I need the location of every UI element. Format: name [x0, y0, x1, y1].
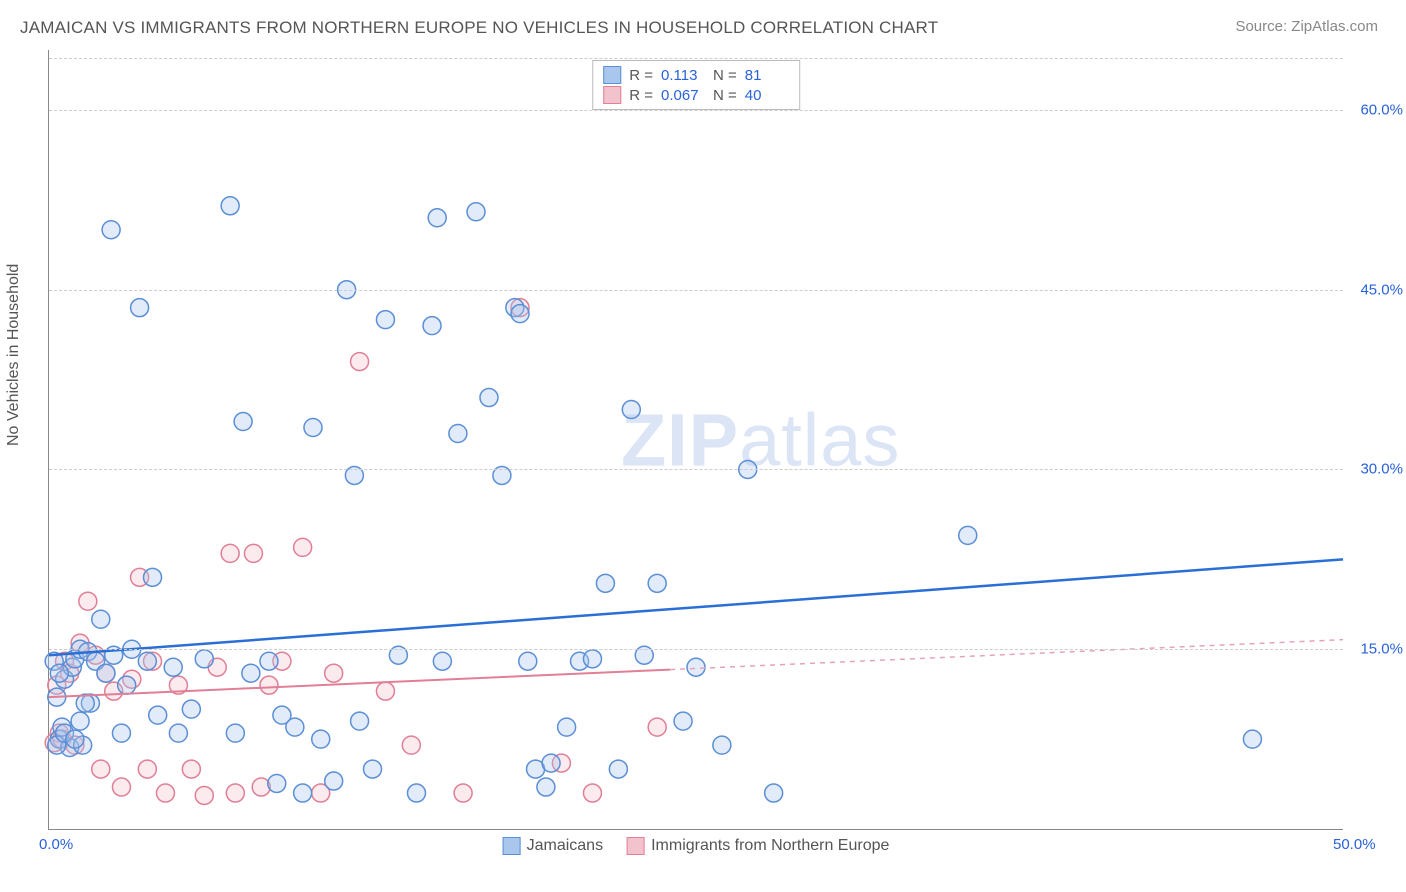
- data-point: [294, 538, 312, 556]
- data-point: [286, 718, 304, 736]
- data-point: [423, 317, 441, 335]
- y-tick-label: 60.0%: [1348, 101, 1403, 118]
- data-point: [260, 652, 278, 670]
- data-point: [182, 700, 200, 718]
- data-point: [118, 676, 136, 694]
- y-axis-label: No Vehicles in Household: [5, 264, 23, 446]
- data-point: [959, 526, 977, 544]
- data-point: [542, 754, 560, 772]
- legend-label-immigrants: Immigrants from Northern Europe: [651, 837, 889, 855]
- data-point: [156, 784, 174, 802]
- data-point: [79, 592, 97, 610]
- data-point: [221, 197, 239, 215]
- data-point: [454, 784, 472, 802]
- chart-title: JAMAICAN VS IMMIGRANTS FROM NORTHERN EUR…: [20, 18, 938, 38]
- data-point: [112, 724, 130, 742]
- data-point: [242, 664, 260, 682]
- data-point: [376, 682, 394, 700]
- data-point: [325, 664, 343, 682]
- data-point: [325, 772, 343, 790]
- data-point: [149, 706, 167, 724]
- data-point: [260, 676, 278, 694]
- data-point: [226, 784, 244, 802]
- data-point: [1243, 730, 1261, 748]
- legend-swatch-immigrants: [627, 837, 645, 855]
- data-point: [195, 650, 213, 668]
- data-point: [182, 760, 200, 778]
- x-tick-label: 0.0%: [39, 836, 73, 853]
- data-point: [234, 413, 252, 431]
- data-point: [402, 736, 420, 754]
- data-point: [312, 730, 330, 748]
- trend-line: [49, 559, 1343, 655]
- data-point: [226, 724, 244, 742]
- data-point: [558, 718, 576, 736]
- data-point: [713, 736, 731, 754]
- data-point: [66, 730, 84, 748]
- data-point: [765, 784, 783, 802]
- data-point: [622, 401, 640, 419]
- data-point: [304, 419, 322, 437]
- plot-area: ZIPatlas R =0.113 N =81 R =0.067 N =40 J…: [48, 50, 1343, 830]
- data-point: [648, 574, 666, 592]
- data-point: [138, 652, 156, 670]
- data-point: [144, 568, 162, 586]
- data-point: [112, 778, 130, 796]
- data-point: [407, 784, 425, 802]
- data-point: [169, 724, 187, 742]
- data-point: [268, 774, 286, 792]
- bottom-legend: Jamaicans Immigrants from Northern Europ…: [503, 837, 890, 855]
- data-point: [244, 544, 262, 562]
- legend-item-immigrants: Immigrants from Northern Europe: [627, 837, 889, 855]
- source-attribution: Source: ZipAtlas.com: [1235, 18, 1378, 35]
- data-point: [76, 694, 94, 712]
- data-point: [596, 574, 614, 592]
- data-point: [519, 652, 537, 670]
- legend-item-jamaicans: Jamaicans: [503, 837, 603, 855]
- y-tick-label: 15.0%: [1348, 641, 1403, 658]
- data-point: [351, 353, 369, 371]
- data-point: [221, 544, 239, 562]
- data-point: [71, 712, 89, 730]
- data-point: [648, 718, 666, 736]
- data-point: [609, 760, 627, 778]
- data-point: [138, 760, 156, 778]
- data-point: [449, 425, 467, 443]
- data-point: [351, 712, 369, 730]
- data-point: [428, 209, 446, 227]
- data-point: [467, 203, 485, 221]
- data-point: [583, 650, 601, 668]
- data-point: [376, 311, 394, 329]
- legend-label-jamaicans: Jamaicans: [527, 837, 603, 855]
- legend-swatch-jamaicans: [503, 837, 521, 855]
- data-point: [164, 658, 182, 676]
- data-point: [102, 221, 120, 239]
- data-point: [687, 658, 705, 676]
- data-point: [97, 664, 115, 682]
- data-point: [480, 389, 498, 407]
- data-point: [583, 784, 601, 802]
- trend-line: [670, 640, 1343, 670]
- data-point: [511, 305, 529, 323]
- data-point: [131, 299, 149, 317]
- data-point: [195, 786, 213, 804]
- data-point: [433, 652, 451, 670]
- data-point: [674, 712, 692, 730]
- x-tick-label: 50.0%: [1333, 836, 1376, 853]
- y-tick-label: 30.0%: [1348, 461, 1403, 478]
- data-point: [92, 610, 110, 628]
- data-point: [364, 760, 382, 778]
- data-point: [92, 760, 110, 778]
- data-point: [294, 784, 312, 802]
- data-point: [50, 664, 68, 682]
- y-tick-label: 45.0%: [1348, 281, 1403, 298]
- scatter-svg: [49, 50, 1343, 829]
- data-point: [537, 778, 555, 796]
- trend-line: [49, 670, 670, 698]
